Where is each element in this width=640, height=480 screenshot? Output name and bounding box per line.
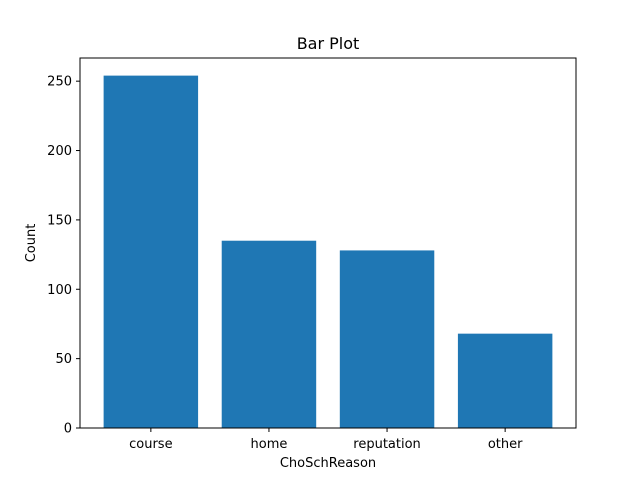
x-tick-label: home — [251, 437, 288, 452]
x-tick-label: other — [488, 437, 523, 452]
bar-reputation — [339, 250, 435, 428]
bar-other — [457, 333, 553, 428]
y-axis-label: Count — [24, 224, 39, 263]
plot-frame — [79, 57, 577, 429]
chart-title: Bar Plot — [297, 34, 360, 53]
y-ticks-layer: 0 50 100 150 200 250 — [47, 75, 80, 437]
y-tick-label: 150 — [47, 213, 72, 228]
bar-home — [221, 240, 317, 428]
x-ticks-layer: course home reputation other — [129, 428, 523, 452]
y-tick-label: 100 — [47, 283, 72, 298]
y-tick-label: 0 — [64, 422, 72, 437]
bars-layer — [103, 75, 553, 428]
y-tick-label: 250 — [47, 75, 72, 90]
x-axis-label: ChoSchReason — [280, 456, 376, 471]
x-tick-label: course — [129, 437, 172, 452]
x-tick-label: reputation — [353, 437, 421, 452]
y-tick-label: 50 — [55, 352, 72, 367]
bar-course — [103, 75, 199, 428]
y-tick-label: 200 — [47, 144, 72, 159]
